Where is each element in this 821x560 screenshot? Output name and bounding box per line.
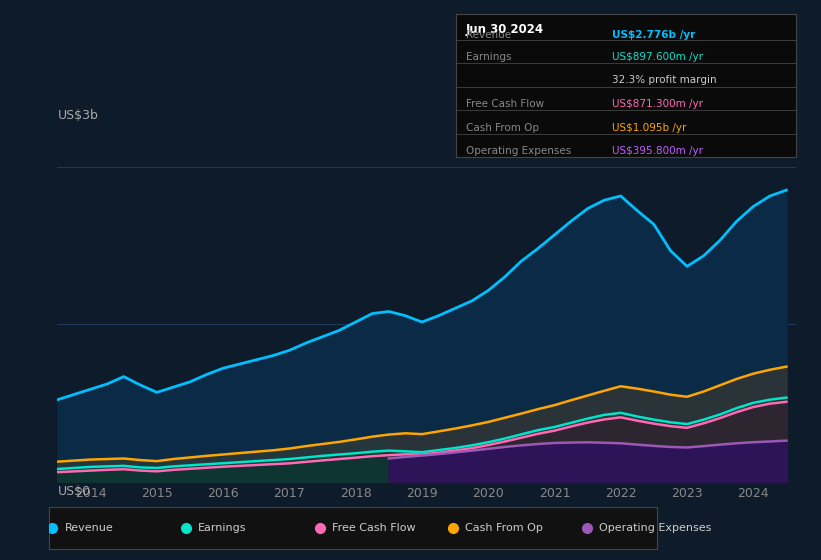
Text: Free Cash Flow: Free Cash Flow [466,99,544,109]
Text: Earnings: Earnings [198,523,246,533]
Text: Revenue: Revenue [65,523,113,533]
Text: 32.3% profit margin: 32.3% profit margin [612,76,717,86]
Text: US$897.600m /yr: US$897.600m /yr [612,52,704,62]
Text: US$871.300m /yr: US$871.300m /yr [612,99,704,109]
Text: US$3b: US$3b [57,109,99,122]
Text: Cash From Op: Cash From Op [466,523,544,533]
Text: Operating Expenses: Operating Expenses [466,146,571,156]
Text: Jun 30 2024: Jun 30 2024 [466,22,544,36]
Text: US$1.095b /yr: US$1.095b /yr [612,123,686,133]
Text: Revenue: Revenue [466,30,511,40]
Text: Free Cash Flow: Free Cash Flow [332,523,415,533]
Text: Cash From Op: Cash From Op [466,123,539,133]
Text: US$395.800m /yr: US$395.800m /yr [612,146,704,156]
Text: US$0: US$0 [57,485,90,498]
Text: Earnings: Earnings [466,52,511,62]
Text: US$2.776b /yr: US$2.776b /yr [612,30,695,40]
Text: Operating Expenses: Operating Expenses [599,523,712,533]
